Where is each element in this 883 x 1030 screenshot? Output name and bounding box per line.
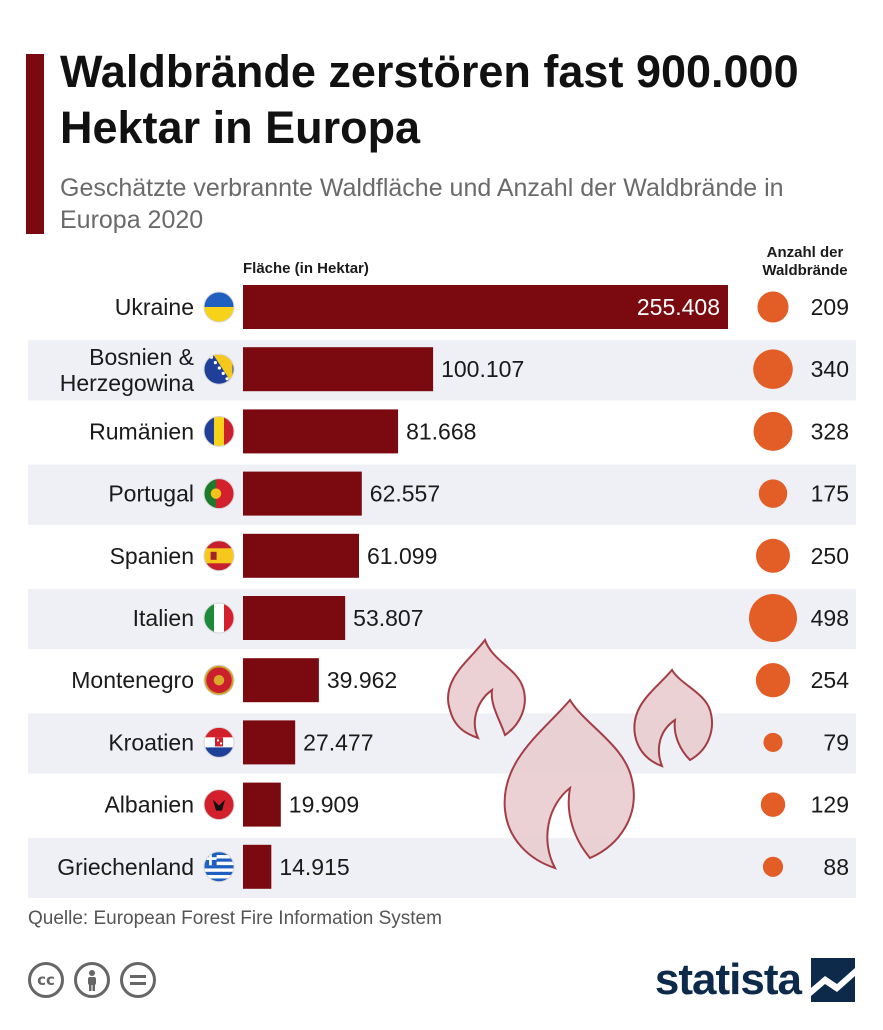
count-column-label-line1: Anzahl der xyxy=(766,244,844,261)
area-value-label: 53.807 xyxy=(353,605,423,631)
flag-croatia-icon xyxy=(203,726,235,758)
count-bubble xyxy=(753,411,793,451)
area-bar xyxy=(243,533,360,578)
statista-logo[interactable]: statista xyxy=(655,955,855,1005)
area-value-label: 61.099 xyxy=(367,543,437,569)
count-bubble xyxy=(757,291,789,323)
chart-subtitle: Geschätzte verbrannte Waldfläche und Anz… xyxy=(60,174,784,234)
count-value-label: 340 xyxy=(811,356,849,382)
license-icons: cc xyxy=(28,962,156,998)
category-label: Italien xyxy=(133,605,194,631)
flag-portugal-icon xyxy=(203,478,235,510)
category-label: Portugal xyxy=(108,481,194,507)
by-person-icon[interactable] xyxy=(74,962,110,998)
count-value-label: 129 xyxy=(811,792,849,818)
count-value-label: 209 xyxy=(811,294,849,320)
cc-icon[interactable]: cc xyxy=(28,962,64,998)
count-column-label-line2: Waldbrände xyxy=(762,262,848,279)
area-bar xyxy=(243,471,362,516)
category-label: Montenegro xyxy=(71,667,194,693)
person-glyph-icon xyxy=(88,970,96,991)
row-band xyxy=(28,713,856,774)
count-value-label: 175 xyxy=(811,481,849,507)
count-bubble xyxy=(760,792,786,817)
count-bubble xyxy=(753,349,793,390)
flag-bosnia-herzegovina-icon xyxy=(203,353,235,385)
area-value-label: 81.668 xyxy=(406,418,476,444)
count-value-label: 328 xyxy=(811,418,849,444)
flag-italy-icon xyxy=(203,602,235,634)
logo-text: statista xyxy=(654,955,802,1004)
count-labels: 209 340 328 175 250 498 254 79 129 88 xyxy=(811,294,850,880)
flags xyxy=(203,291,235,883)
category-label: Bosnien & Herzegowina xyxy=(60,344,194,396)
area-bar xyxy=(243,347,434,392)
count-value-label: 88 xyxy=(823,854,849,880)
area-value-label: 100.107 xyxy=(441,356,524,382)
flame-icon xyxy=(447,637,713,870)
category-label: Griechenland xyxy=(57,854,194,880)
area-value-label: 62.557 xyxy=(370,481,440,507)
area-bar xyxy=(243,782,281,827)
area-bar xyxy=(243,596,346,640)
flag-albania-icon xyxy=(203,789,235,821)
category-labels: Ukraine Bosnien & Herzegowina Rumänien Portu… xyxy=(57,294,194,880)
row-band xyxy=(28,837,856,898)
flag-montenegro-icon xyxy=(203,664,235,696)
nd-equals-icon[interactable] xyxy=(120,962,156,998)
flag-greece-icon xyxy=(203,851,235,883)
area-bar xyxy=(243,720,296,765)
flag-romania-icon xyxy=(203,415,235,447)
area-value-label: 14.915 xyxy=(279,854,349,880)
category-label: Kroatien xyxy=(108,729,194,755)
count-bubble xyxy=(758,479,788,508)
statista-mark-icon xyxy=(811,958,855,1002)
flag-ukraine-icon xyxy=(203,291,235,323)
row-band xyxy=(28,589,856,650)
area-value-label: 255.408 xyxy=(637,294,720,320)
count-bubble xyxy=(749,594,797,642)
count-value-label: 498 xyxy=(811,605,849,631)
count-value-label: 79 xyxy=(823,729,849,755)
count-bubble xyxy=(755,663,791,698)
count-bubble xyxy=(762,856,784,877)
row-bands xyxy=(28,340,856,898)
area-value-label: 27.477 xyxy=(303,729,373,755)
source-note: Quelle: European Forest Fire Information… xyxy=(28,908,442,929)
bars xyxy=(243,285,728,889)
area-bar xyxy=(243,658,319,703)
chart-title: Waldbrände zerstören fast 900.000 Hektar… xyxy=(60,46,799,153)
flag-spain-icon xyxy=(203,540,235,572)
area-column-label: Fläche (in Hektar) xyxy=(243,260,369,277)
equals-glyph-icon xyxy=(130,975,146,985)
area-bar xyxy=(243,844,272,889)
area-value-label: 19.909 xyxy=(289,792,359,818)
category-label: Spanien xyxy=(110,543,194,569)
value-labels: 255.408 100.107 81.668 62.557 61.099 53.807 39… xyxy=(279,294,720,880)
category-label: Albanien xyxy=(104,792,194,818)
count-value-label: 254 xyxy=(811,667,850,693)
count-bubble xyxy=(755,538,791,573)
count-bubbles xyxy=(749,291,797,877)
row-band xyxy=(28,340,856,401)
count-value-label: 250 xyxy=(811,543,849,569)
area-bar xyxy=(243,285,728,329)
area-bar xyxy=(243,409,399,454)
category-label: Rumänien xyxy=(89,418,194,444)
count-bubble xyxy=(763,732,783,752)
category-label: Ukraine xyxy=(115,294,194,320)
row-band xyxy=(28,464,856,525)
count-column-label: Anzahl der Waldbrände xyxy=(730,244,880,280)
title-accent-bar xyxy=(26,54,44,234)
area-value-label: 39.962 xyxy=(327,667,397,693)
